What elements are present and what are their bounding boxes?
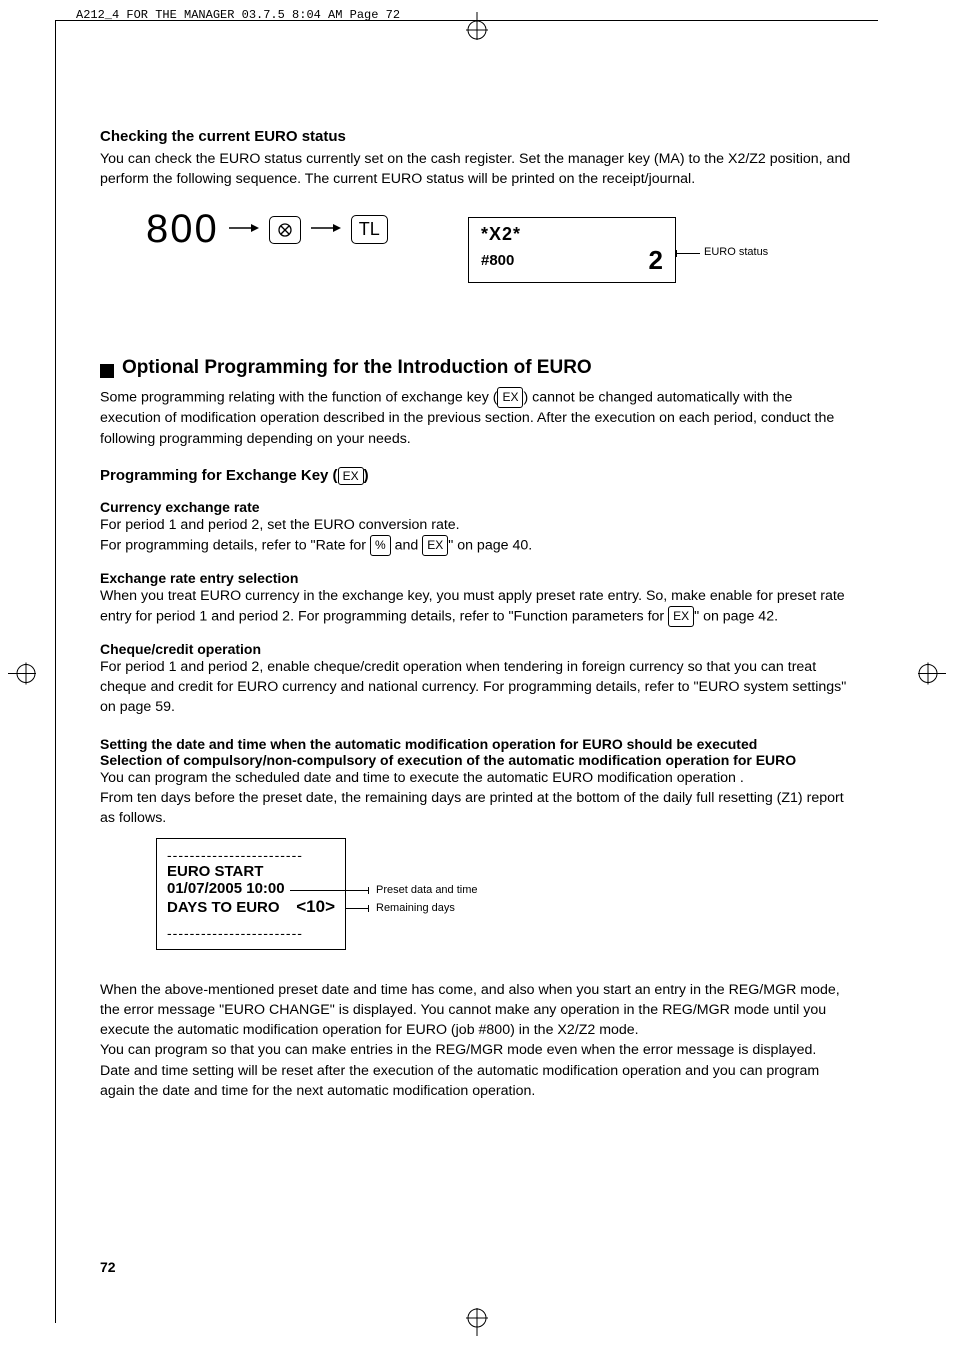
receipt1-line1: *X2* bbox=[481, 224, 663, 245]
exrate-heading: Exchange rate entry selection bbox=[100, 570, 854, 586]
cp2-post: " on page 40. bbox=[448, 537, 532, 553]
exrate-post: " on page 42. bbox=[694, 608, 778, 624]
crop-mark-right bbox=[918, 659, 946, 692]
callout-preset: Preset data and time bbox=[376, 884, 478, 896]
currency-heading: Currency exchange rate bbox=[100, 499, 854, 515]
currency-p2: For programming details, refer to "Rate … bbox=[100, 535, 854, 556]
callout-tick bbox=[676, 250, 677, 257]
key-ex-inline: EX bbox=[338, 467, 364, 485]
key-percent-inline: % bbox=[370, 535, 391, 556]
callout-line bbox=[676, 253, 700, 254]
para2: When the above-mentioned preset date and… bbox=[100, 980, 854, 1040]
key-ex-inline: EX bbox=[422, 535, 448, 556]
r2-dash-top: ------------------------ bbox=[167, 847, 335, 863]
setting-h2: Selection of compulsory/non-compulsory o… bbox=[100, 752, 854, 768]
page-number: 72 bbox=[100, 1259, 116, 1275]
cp2-mid: and bbox=[391, 537, 423, 553]
page-content: Checking the current EURO status You can… bbox=[100, 128, 854, 1101]
para4: Date and time setting will be reset afte… bbox=[100, 1061, 854, 1101]
cp2-pre: For programming details, refer to "Rate … bbox=[100, 537, 370, 553]
prog-exchange-title: Programming for Exchange Key (EX) bbox=[100, 467, 854, 485]
intro-pre: Some programming relating with the funct… bbox=[100, 390, 497, 406]
key-ex-inline: EX bbox=[668, 606, 694, 627]
optional-title-row: Optional Programming for the Introductio… bbox=[100, 357, 854, 387]
r2-dash-bottom: ------------------------ bbox=[167, 925, 335, 941]
callout-remaining: Remaining days bbox=[376, 902, 455, 914]
optional-intro: Some programming relating with the funct… bbox=[100, 387, 854, 448]
arrow-icon bbox=[311, 221, 341, 239]
square-bullet-icon bbox=[100, 364, 114, 378]
prog-title-pre: Programming for Exchange Key ( bbox=[100, 467, 338, 484]
callout-line bbox=[290, 890, 368, 891]
key-multiply bbox=[269, 216, 301, 244]
setting-p1: You can program the scheduled date and t… bbox=[100, 768, 854, 788]
receipt1-status: 2 bbox=[649, 245, 663, 276]
crop-mark-left bbox=[8, 659, 36, 692]
optional-section: Optional Programming for the Introductio… bbox=[100, 357, 854, 1101]
receipt-preview-2: ------------------------ EURO START 01/0… bbox=[156, 838, 346, 950]
callout-tick bbox=[368, 905, 369, 912]
callout-line bbox=[346, 908, 368, 909]
para3: You can program so that you can make ent… bbox=[100, 1040, 854, 1060]
cheque-heading: Cheque/credit operation bbox=[100, 641, 854, 657]
key-ex-inline: EX bbox=[497, 387, 523, 408]
callout-euro-status: EURO status bbox=[704, 246, 768, 258]
r2-l1: EURO START bbox=[167, 863, 335, 880]
exrate-p: When you treat EURO currency in the exch… bbox=[100, 586, 854, 627]
checking-title: Checking the current EURO status bbox=[100, 128, 854, 145]
receipt-preview-1: *X2* #800 2 bbox=[468, 217, 676, 283]
setting-p2: From ten days before the preset date, th… bbox=[100, 788, 854, 828]
r2-l3b: <10> bbox=[296, 897, 335, 917]
optional-title: Optional Programming for the Introductio… bbox=[122, 357, 592, 379]
receipt1-line2: #800 bbox=[481, 252, 514, 269]
seq-800: 800 bbox=[146, 207, 219, 252]
setting-h1: Setting the date and time when the autom… bbox=[100, 736, 854, 752]
currency-p1: For period 1 and period 2, set the EURO … bbox=[100, 515, 854, 535]
arrow-icon bbox=[229, 221, 259, 239]
key-tl: TL bbox=[351, 215, 388, 244]
prog-title-post: ) bbox=[364, 467, 369, 484]
callout-tick bbox=[368, 887, 369, 894]
checking-body: You can check the EURO status currently … bbox=[100, 149, 854, 189]
r2-l2: 01/07/2005 10:00 bbox=[167, 880, 335, 897]
r2-l3a: DAYS TO EURO bbox=[167, 899, 280, 916]
cheque-p: For period 1 and period 2, enable cheque… bbox=[100, 657, 854, 717]
